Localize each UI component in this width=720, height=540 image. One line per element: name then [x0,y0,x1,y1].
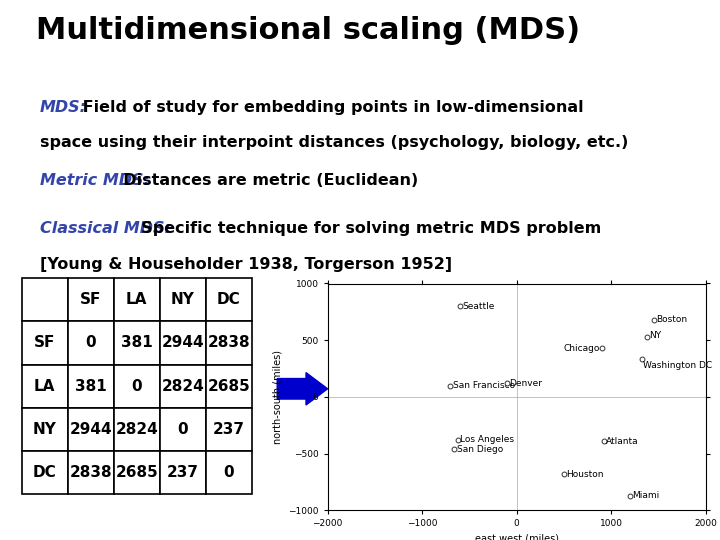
Text: Boston: Boston [656,315,687,325]
Bar [206,408,252,451]
Bar [206,364,252,408]
Bar [22,278,68,321]
Bar [160,321,206,365]
Text: 2838: 2838 [69,465,112,480]
Text: Distances are metric (Euclidean): Distances are metric (Euclidean) [112,173,418,188]
Bar [114,451,160,494]
Bar [160,364,206,408]
Text: NY: NY [171,292,195,307]
Bar [160,451,206,494]
Bar [68,408,114,451]
Text: 2685: 2685 [207,379,251,394]
Text: San Francisco: San Francisco [453,381,515,390]
Bar [206,451,252,494]
Bar [22,451,68,494]
Text: 2944: 2944 [161,335,204,350]
Text: LA: LA [34,379,55,394]
Text: DC: DC [217,292,240,307]
Text: Houston: Houston [566,469,603,478]
Text: 0: 0 [132,379,142,394]
Text: Chicago: Chicago [563,343,600,353]
Bar [206,321,252,365]
Bar [114,278,160,321]
Bar [160,408,206,451]
Text: 237: 237 [213,422,245,437]
Bar [68,451,114,494]
Text: Atlanta: Atlanta [606,437,639,445]
Text: 237: 237 [167,465,199,480]
Text: NY: NY [649,331,662,340]
Text: 2838: 2838 [207,335,251,350]
X-axis label: east west (miles): east west (miles) [474,534,559,540]
Y-axis label: north-south (miles): north-south (miles) [272,350,282,444]
Text: Washington DC: Washington DC [643,361,712,370]
Text: 2824: 2824 [115,422,158,437]
Bar [206,278,252,321]
Text: Seattle: Seattle [462,302,495,310]
Text: 0: 0 [178,422,188,437]
Bar [160,278,206,321]
Bar [22,321,68,365]
Text: MDS:: MDS: [40,100,86,115]
Text: LA: LA [126,292,148,307]
Text: Multidimensional scaling (MDS): Multidimensional scaling (MDS) [36,16,580,45]
Text: 381: 381 [75,379,107,394]
Text: Los Angeles: Los Angeles [460,435,514,444]
Text: DC: DC [33,465,56,480]
Bar [114,408,160,451]
Text: Metric MDS:: Metric MDS: [40,173,150,188]
Bar [68,278,114,321]
Bar [68,321,114,365]
Text: 0: 0 [224,465,234,480]
Text: 0: 0 [86,335,96,350]
Text: 2685: 2685 [115,465,158,480]
Bar [22,408,68,451]
Text: Denver: Denver [510,379,542,388]
Text: [Young & Householder 1938, Torgerson 1952]: [Young & Householder 1938, Torgerson 195… [40,256,451,272]
Bar [68,364,114,408]
FancyArrow shape [277,373,328,405]
Text: SF: SF [80,292,102,307]
Text: Classical MDS:: Classical MDS: [40,221,171,237]
Text: 2824: 2824 [161,379,204,394]
Bar [114,321,160,365]
Text: Specific technique for solving metric MDS problem: Specific technique for solving metric MD… [130,221,602,237]
Bar [114,364,160,408]
Bar [22,364,68,408]
Text: NY: NY [32,422,57,437]
Text: 381: 381 [121,335,153,350]
Text: SF: SF [34,335,55,350]
Text: Field of study for embedding points in low-dimensional: Field of study for embedding points in l… [77,100,584,115]
Text: San Diego: San Diego [456,444,503,454]
Text: 2944: 2944 [69,422,112,437]
Text: Miami: Miami [632,491,660,500]
Text: space using their interpoint distances (psychology, biology, etc.): space using their interpoint distances (… [40,135,628,150]
